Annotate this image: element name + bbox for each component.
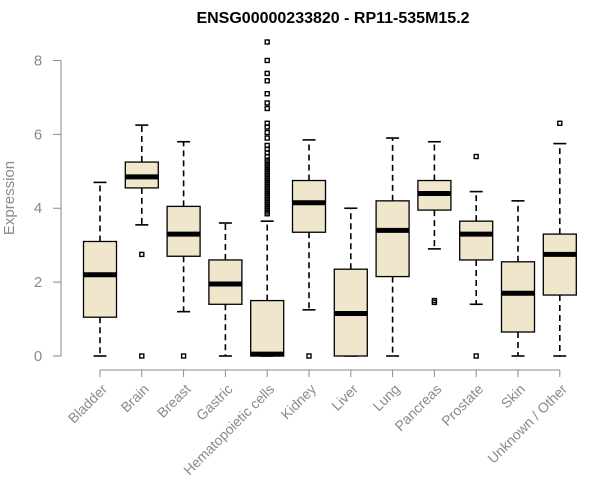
box-group: [500, 200, 536, 357]
box: [542, 233, 577, 296]
box: [291, 179, 327, 233]
outlier-point: [264, 135, 270, 141]
box: [250, 299, 285, 357]
outlier-point: [264, 142, 270, 149]
box-group: [208, 222, 243, 357]
outlier-point: [264, 91, 270, 97]
y-tick-label: 4: [34, 200, 42, 217]
y-tick-label: 2: [34, 274, 42, 291]
outlier-point: [139, 251, 145, 258]
box-group: [375, 137, 410, 357]
box: [459, 220, 494, 261]
box: [166, 205, 201, 257]
box-group: [291, 139, 327, 359]
outlier-point: [431, 299, 438, 306]
x-tick-label: Liver: [328, 381, 361, 414]
x-tick-label: Kidney: [278, 381, 320, 423]
box: [375, 200, 410, 278]
outlier-point: [264, 70, 270, 77]
box-group: [417, 140, 452, 306]
y-tick-label: 8: [34, 52, 42, 69]
outlier-point: [264, 57, 270, 64]
outlier-point: [264, 39, 270, 45]
box-group: [542, 120, 577, 357]
x-tick-label: Skin: [498, 381, 529, 412]
outlier-point: [264, 120, 270, 126]
x-tick-label: Lung: [369, 381, 402, 414]
x-tick-label: Bladder: [65, 381, 111, 427]
box-group: [82, 181, 118, 357]
x-tick-label: Brain: [117, 381, 151, 415]
y-tick-label: 0: [34, 348, 42, 365]
y-tick-label: 6: [34, 126, 42, 143]
outlier-point: [473, 153, 479, 160]
y-axis: 0 2 4 6 8: [34, 52, 62, 365]
outlier-point: [264, 105, 270, 112]
box-group: [459, 153, 494, 359]
outlier-point: [180, 353, 187, 359]
outlier-point: [264, 129, 270, 136]
box: [500, 261, 536, 333]
box-series: [82, 39, 577, 359]
x-tick-label: Breast: [154, 381, 194, 421]
outlier-point: [473, 353, 479, 359]
y-axis-label: Expression: [1, 161, 18, 235]
box-group: [250, 39, 285, 357]
x-tick-label: Prostate: [438, 381, 486, 429]
outlier-point: [139, 353, 145, 359]
outlier-point: [306, 353, 312, 359]
outlier-point: [264, 78, 270, 84]
box-group: [124, 124, 159, 359]
box: [82, 240, 118, 318]
outlier-point: [557, 120, 563, 126]
box-group: [166, 140, 201, 359]
x-tick-label: Unknown / Other: [484, 381, 570, 467]
outlier-point: [264, 100, 270, 106]
chart-title: ENSG00000233820 - RP11-535M15.2: [196, 10, 469, 27]
box-group: [333, 207, 368, 357]
